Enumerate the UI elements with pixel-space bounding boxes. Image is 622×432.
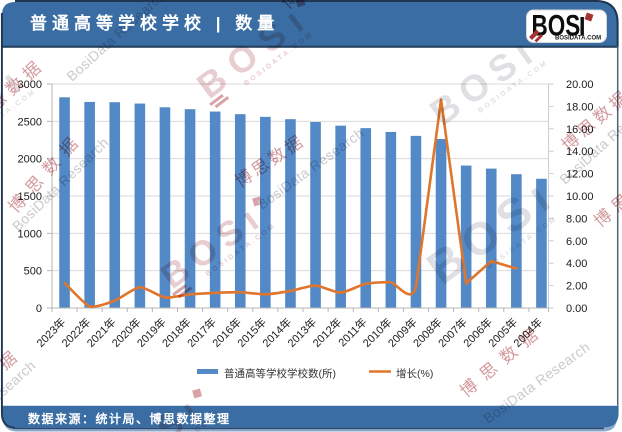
- svg-text:1500: 1500: [18, 191, 42, 203]
- svg-text:4.00: 4.00: [566, 258, 587, 270]
- svg-text:8.00: 8.00: [566, 213, 587, 225]
- svg-text:2004年: 2004年: [510, 315, 545, 350]
- svg-text:18.00: 18.00: [566, 101, 594, 113]
- svg-text:0: 0: [36, 303, 42, 315]
- svg-text:500: 500: [24, 266, 42, 278]
- svg-text:6.00: 6.00: [566, 236, 587, 248]
- svg-text:10.00: 10.00: [566, 191, 594, 203]
- svg-text:BOSIDATA.COM: BOSIDATA.COM: [555, 36, 601, 42]
- svg-text:12.00: 12.00: [566, 169, 594, 181]
- svg-text:2.00: 2.00: [566, 281, 587, 293]
- svg-text:增长(%): 增长(%): [396, 367, 433, 380]
- svg-text:3000: 3000: [18, 79, 42, 91]
- svg-text:2500: 2500: [18, 116, 42, 128]
- svg-text:0.00: 0.00: [566, 303, 587, 315]
- svg-text:1000: 1000: [18, 228, 42, 240]
- svg-text:14.00: 14.00: [566, 146, 594, 158]
- svg-text:普通高等学校学校数(所): 普通高等学校学校数(所): [224, 367, 336, 380]
- svg-text:16.00: 16.00: [566, 124, 594, 136]
- svg-text:2000: 2000: [18, 154, 42, 166]
- svg-text:20.00: 20.00: [566, 79, 594, 91]
